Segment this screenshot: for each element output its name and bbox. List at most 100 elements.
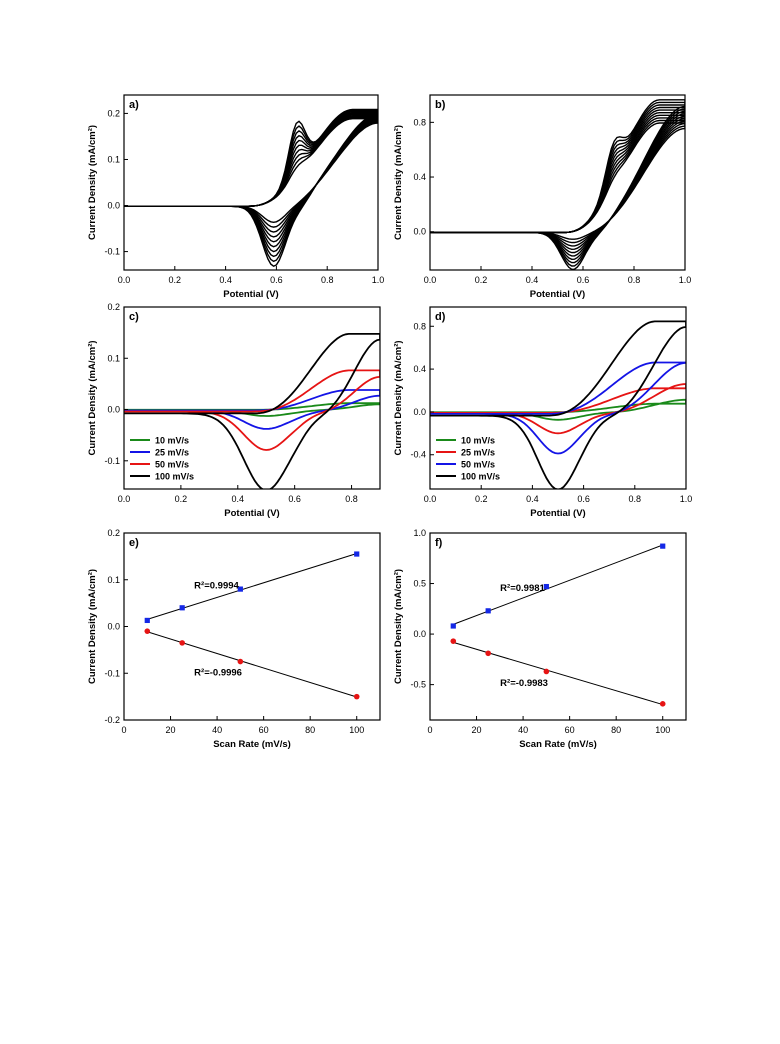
y-axis-label: Current Density (mA/cm²): [87, 125, 98, 240]
fit-line: [453, 641, 663, 706]
cycle-curve: [124, 113, 378, 243]
panel-label: e): [129, 537, 139, 549]
y-tick-label: 0.0: [107, 201, 120, 211]
x-axis-label: Potential (V): [223, 289, 278, 300]
plot-frame: [429, 94, 686, 271]
y-tick-label: -0.5: [410, 680, 426, 690]
cv-panel-3: 10 mV/s 25 mV/s 50 mV/s 100 mV/s 0.0 0.2 0.4 0.…: [393, 306, 693, 519]
cycle-curve: [124, 108, 378, 268]
x-tick-label: 0.8: [345, 494, 358, 504]
x-tick-label: 0.6: [288, 494, 301, 504]
series-curve-50-mv-s: [430, 361, 686, 455]
data-point-circle: [485, 650, 491, 657]
panel-label: f): [435, 537, 443, 549]
cycle-curve: [430, 117, 685, 247]
plot-frame: [429, 306, 687, 490]
plot-frame: [429, 532, 687, 721]
data-point-circle: [144, 628, 151, 634]
x-tick-label: 0.4: [232, 494, 245, 504]
cycle-lines: [430, 99, 685, 270]
cycle-curve: [430, 112, 685, 254]
y-tick-label: 0.8: [413, 321, 426, 331]
legend-label: 25 mV/s: [155, 448, 189, 458]
x-tick-label: 0.2: [475, 275, 488, 285]
cv-panel-0: 0.0 0.2 0.4 0.6 0.8 1.0 -0.1 0.0 0.1 0.2 Potential…: [87, 94, 385, 300]
cycle-curve: [430, 99, 685, 270]
legend-label: 10 mV/s: [461, 436, 495, 446]
y-tick-label: 0.2: [107, 108, 120, 118]
legend-label: 100 mV/s: [461, 472, 500, 482]
x-tick-label: 1.0: [372, 275, 385, 285]
fit-r2-label: R²=-0.9996: [194, 668, 242, 679]
fit-r2-label: R²=0.9994: [194, 580, 239, 591]
panel-label: b): [435, 99, 446, 111]
y-axis-label: Current Density (mA/cm²): [393, 340, 404, 455]
data-point-square: [237, 586, 243, 592]
y-tick-label: 0.0: [107, 405, 120, 415]
cycle-curve: [430, 119, 685, 244]
y-tick-label: -0.1: [104, 247, 120, 257]
x-tick-label: 0.0: [424, 494, 437, 504]
x-tick-label: 20: [166, 725, 176, 735]
x-tick-label: 0.4: [526, 275, 539, 285]
data-point-square: [543, 583, 549, 590]
x-axis-label: Potential (V): [530, 289, 585, 300]
y-axis-label: Current Density (mA/cm²): [393, 125, 404, 240]
legend-label: 100 mV/s: [155, 472, 194, 482]
x-tick-label: 40: [212, 725, 222, 735]
legend-label: 25 mV/s: [461, 448, 495, 458]
y-tick-label: 0.5: [413, 579, 426, 589]
y-tick-label: -0.1: [104, 456, 120, 466]
y-tick-label: 0.1: [107, 154, 120, 164]
x-tick-label: 0.0: [118, 275, 131, 285]
x-tick-label: 0.6: [577, 494, 590, 504]
data-point-circle: [353, 693, 360, 700]
y-axis-label: Current Density (mA/cm²): [87, 340, 98, 455]
fit-line: [453, 544, 663, 625]
data-point-square: [179, 605, 185, 611]
x-tick-label: 0.4: [219, 275, 232, 285]
x-tick-label: 0.8: [629, 494, 642, 504]
x-tick-label: 0.2: [475, 494, 488, 504]
y-tick-label: 0.1: [107, 575, 120, 585]
panel-label: c): [129, 311, 139, 323]
legend-label: 50 mV/s: [155, 460, 189, 470]
legend-label: 50 mV/s: [461, 460, 495, 470]
data-point-circle: [543, 668, 550, 675]
legend: 10 mV/s 25 mV/s 50 mV/s 100 mV/s: [130, 436, 194, 482]
x-tick-label: 100: [655, 725, 670, 735]
x-tick-label: 0.8: [321, 275, 334, 285]
x-tick-label: 20: [472, 725, 482, 735]
plot-frame: [123, 94, 379, 271]
x-tick-label: 1.0: [679, 275, 692, 285]
series-lines: [124, 333, 380, 489]
x-axis-label: Potential (V): [224, 508, 279, 519]
x-tick-label: 0: [427, 725, 432, 735]
y-tick-label: 0.4: [413, 172, 426, 182]
x-axis-label: Potential (V): [530, 508, 585, 519]
data-point-square: [485, 608, 491, 614]
cv-panel-1: 0.0 0.2 0.4 0.6 0.8 1.0 0.0 0.4 0.8 Potential (V)…: [393, 94, 692, 300]
cycle-curve: [124, 112, 378, 248]
y-tick-label: -0.1: [104, 668, 120, 678]
cycle-curve: [124, 109, 378, 263]
y-tick-label: 0.0: [413, 407, 426, 417]
data-point-circle: [179, 640, 185, 646]
fit-r2-label: R²=-0.9983: [500, 678, 548, 689]
cycle-curve: [124, 115, 378, 238]
data-point-square: [660, 543, 666, 549]
x-tick-label: 0.8: [628, 275, 641, 285]
x-tick-label: 1.0: [680, 494, 693, 504]
y-tick-label: -0.2: [104, 715, 120, 725]
x-tick-label: 0.2: [175, 494, 188, 504]
plot-frame: [123, 306, 381, 490]
y-tick-label: -0.4: [410, 450, 426, 460]
fit-line: [147, 553, 357, 620]
panel-label: a): [129, 99, 139, 111]
y-axis-label: Current Density (mA/cm²): [393, 569, 404, 684]
panel-label: d): [435, 311, 446, 323]
y-tick-label: 0.2: [107, 302, 120, 312]
x-axis-label: Scan Rate (mV/s): [213, 739, 291, 750]
cycle-curve: [430, 122, 685, 240]
x-tick-label: 80: [305, 725, 315, 735]
